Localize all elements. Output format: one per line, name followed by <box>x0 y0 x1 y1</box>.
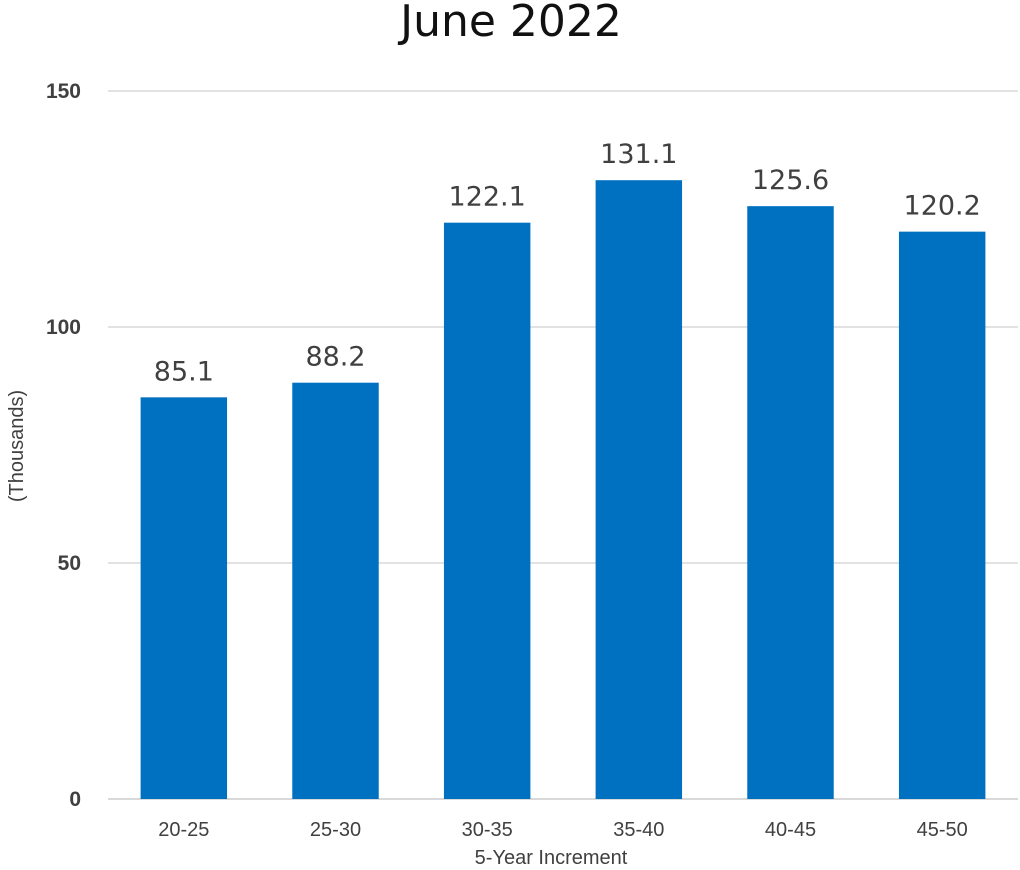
y-tick-label: 150 <box>46 80 81 103</box>
data-label: 88.2 <box>305 342 365 373</box>
bar <box>747 206 834 800</box>
data-label: 122.1 <box>449 182 526 213</box>
data-label: 120.2 <box>904 191 981 222</box>
bar <box>595 180 683 799</box>
x-tick-label: 45-50 <box>917 819 968 841</box>
bar <box>140 397 228 799</box>
y-tick-label: 50 <box>58 552 81 575</box>
x-tick-label: 35-40 <box>613 819 664 841</box>
y-axis-ticks: 0 50 100 150 <box>46 80 81 811</box>
x-axis-ticks: 20-25 25-30 30-35 35-40 40-45 45-50 <box>158 819 967 841</box>
chart-title: June 2022 <box>397 0 622 47</box>
x-axis-label: 5-Year Increment <box>475 847 628 869</box>
bar <box>292 382 379 799</box>
x-tick-label: 20-25 <box>158 819 209 841</box>
x-tick-label: 25-30 <box>310 819 361 841</box>
data-labels: 85.1 88.2 122.1 131.1 125.6 120.2 <box>154 139 981 387</box>
bar <box>443 222 531 800</box>
y-tick-label: 100 <box>46 316 81 339</box>
data-label: 131.1 <box>600 139 677 170</box>
x-tick-label: 30-35 <box>462 819 513 841</box>
data-label: 85.1 <box>154 356 214 387</box>
gridlines <box>108 90 1018 800</box>
x-tick-label: 40-45 <box>765 819 816 841</box>
data-label: 125.6 <box>752 165 829 196</box>
y-tick-label: 0 <box>69 788 81 811</box>
bars <box>140 180 986 800</box>
y-axis-label: (Thousands) <box>6 390 28 502</box>
bar <box>898 231 986 799</box>
